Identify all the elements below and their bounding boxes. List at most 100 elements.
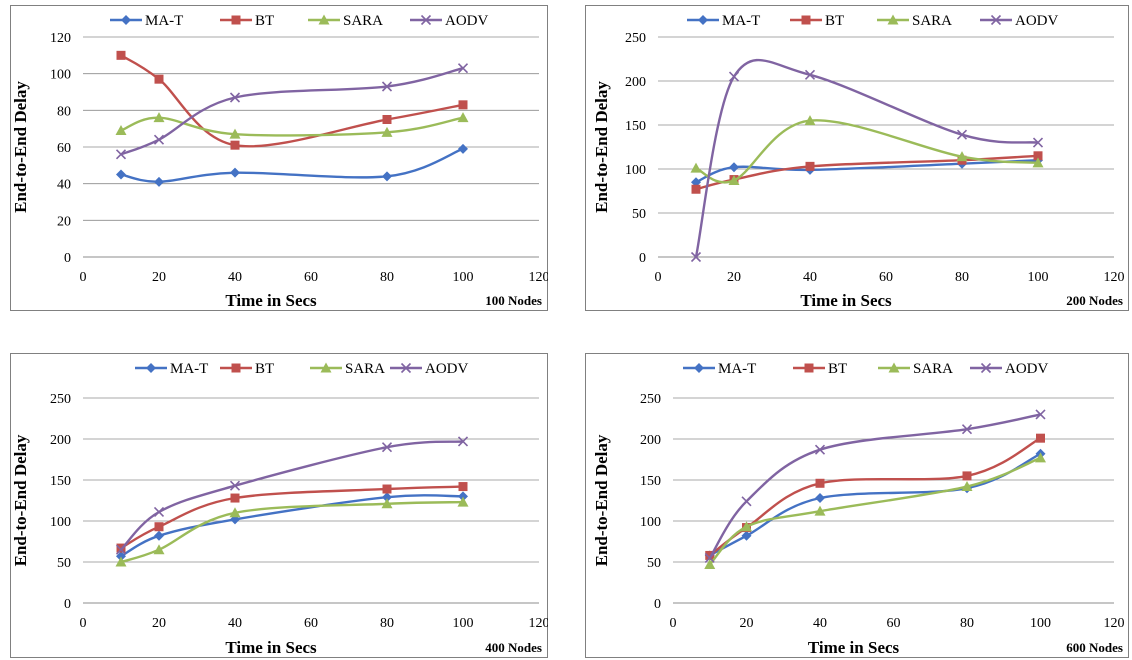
- data-point: [153, 112, 165, 123]
- x-tick-label: 0: [80, 616, 87, 631]
- legend-entry-bt: BT: [220, 13, 274, 29]
- data-point: [1033, 151, 1043, 161]
- series-line: [695, 159, 1039, 184]
- legend-label: SARA: [343, 13, 383, 29]
- data-point: [115, 125, 127, 135]
- data-point: [962, 471, 972, 481]
- y-tick-label: 100: [640, 515, 661, 530]
- data-point: [814, 444, 826, 455]
- y-tick-label: 0: [639, 251, 646, 266]
- series-line: [694, 59, 1039, 258]
- x-tick-label: 40: [813, 616, 827, 631]
- legend-label: AODV: [425, 361, 468, 377]
- legend-marker: [694, 363, 704, 373]
- legend-label: AODV: [1005, 361, 1048, 377]
- chart-frame: [10, 5, 548, 311]
- y-tick-label: 100: [50, 68, 71, 83]
- chart-400-nodes: 0 50 100 150 200 250 0 20 40 60 80 100 120 End-to-End…: [10, 353, 548, 658]
- series-line: [708, 413, 1041, 559]
- data-point: [804, 115, 816, 126]
- x-tick-label: 120: [1104, 270, 1125, 285]
- series-ma-t: [116, 491, 468, 562]
- data-point: [691, 177, 701, 188]
- legend-entry-aodv: AODV: [410, 13, 488, 29]
- legend-label: AODV: [445, 13, 488, 29]
- legend-label: BT: [828, 361, 847, 377]
- data-point: [381, 442, 393, 453]
- data-point: [382, 171, 392, 182]
- legend-label: MA-T: [722, 13, 760, 29]
- data-point: [229, 92, 241, 103]
- legend-entry-sara: SARA: [878, 361, 953, 377]
- chart-panel-200-nodes: 0 50 100 150 200 250 0 20 40 60 80 100 120 End-to-End…: [585, 5, 1129, 311]
- data-point: [457, 112, 469, 123]
- data-point: [229, 507, 241, 518]
- series-line: [120, 147, 464, 184]
- y-tick-label: 200: [640, 433, 661, 448]
- x-tick-label: 60: [887, 616, 901, 631]
- legend-entry-aodv: AODV: [390, 361, 468, 377]
- legend-marker: [320, 362, 332, 373]
- y-tick-label: 250: [625, 31, 646, 46]
- legend-entry-ma-t: MA-T: [687, 13, 760, 29]
- y-tick-label: 200: [625, 75, 646, 90]
- data-point: [729, 162, 739, 173]
- legend-marker: [888, 362, 900, 373]
- data-point: [956, 129, 968, 140]
- y-tick-label: 60: [57, 141, 71, 156]
- series-bt: [116, 50, 468, 150]
- x-tick-label: 40: [228, 270, 242, 285]
- series-ma-t: [116, 143, 468, 187]
- legend-marker: [804, 363, 814, 373]
- series-line: [120, 485, 464, 550]
- legend-label: BT: [825, 13, 844, 29]
- legend-entry-ma-t: MA-T: [683, 361, 756, 377]
- data-point: [805, 161, 815, 171]
- data-point: [704, 558, 716, 569]
- x-tick-label: 0: [670, 616, 677, 631]
- legend-marker: [698, 15, 708, 25]
- chart-frame: [10, 353, 548, 658]
- legend-marker: [801, 15, 811, 25]
- y-tick-label: 100: [625, 163, 646, 178]
- series-aodv: [704, 409, 1046, 563]
- y-axis-label: End-to-End Delay: [11, 81, 30, 213]
- data-point: [153, 544, 165, 555]
- y-tick-label: 80: [57, 104, 71, 119]
- chart-panel-600-nodes: 0 50 100 150 200 250 0 20 40 60 80 100 120 End-to-End…: [585, 353, 1129, 658]
- series-line: [695, 119, 1039, 184]
- chart-100-nodes: 0 20 40 60 80 100 120 0 20 40 60 80 100 120 End-to-End…: [10, 5, 548, 311]
- legend-marker: [400, 362, 412, 374]
- x-tick-label: 80: [960, 616, 974, 631]
- chart-600-nodes: 0 50 100 150 200 250 0 20 40 60 80 100 120 End-to-End…: [585, 353, 1129, 658]
- data-point: [728, 71, 740, 82]
- data-point: [457, 63, 469, 74]
- y-tick-label: 40: [57, 178, 71, 193]
- x-tick-label: 20: [727, 270, 741, 285]
- legend-entry-sara: SARA: [310, 361, 385, 377]
- legend-entry-ma-t: MA-T: [110, 13, 183, 29]
- y-axis-label: End-to-End Delay: [592, 81, 611, 213]
- chart-200-nodes: 0 50 100 150 200 250 0 20 40 60 80 100 120 End-to-End…: [585, 5, 1129, 311]
- x-tick-label: 100: [1028, 270, 1049, 285]
- x-tick-label: 120: [529, 270, 549, 285]
- data-point: [458, 482, 468, 492]
- data-point: [154, 74, 164, 84]
- x-tick-label: 100: [1030, 616, 1051, 631]
- data-point: [690, 162, 702, 173]
- legend-entry-sara: SARA: [308, 13, 383, 29]
- x-tick-label: 100: [453, 270, 474, 285]
- legend-label: BT: [255, 13, 274, 29]
- y-tick-label: 250: [640, 392, 661, 407]
- legend-marker: [146, 363, 156, 373]
- legend-label: SARA: [913, 361, 953, 377]
- legend-marker: [980, 362, 992, 374]
- series-aodv: [690, 59, 1044, 263]
- y-tick-label: 150: [640, 474, 661, 489]
- data-point: [457, 496, 469, 507]
- y-tick-label: 200: [50, 433, 71, 448]
- legend-label: SARA: [345, 361, 385, 377]
- data-point: [457, 436, 469, 447]
- series-aodv: [115, 436, 469, 555]
- node-count-label: 600 Nodes: [1066, 640, 1123, 655]
